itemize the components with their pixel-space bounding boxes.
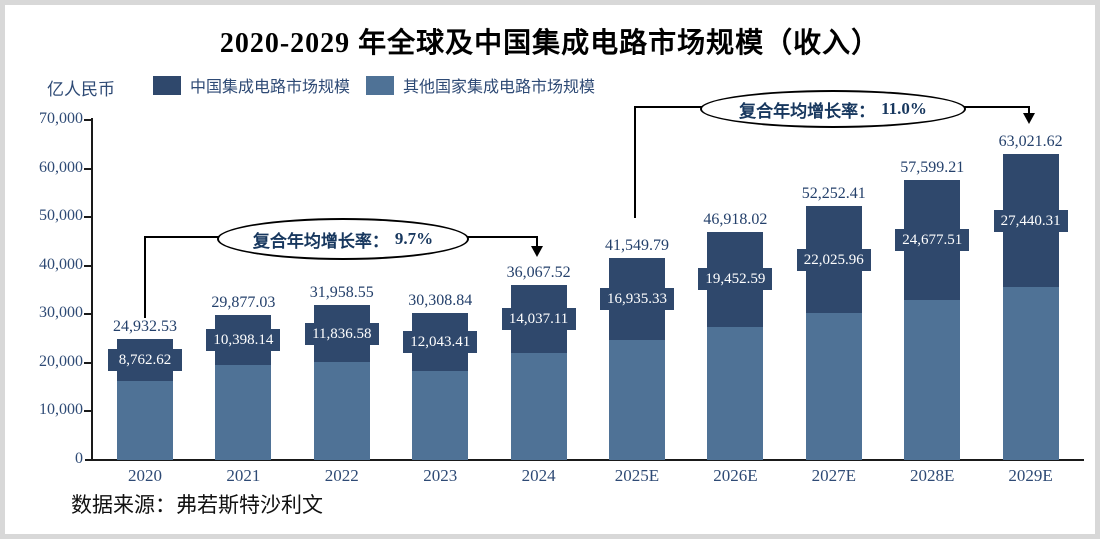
legend: 中国集成电路市场规模 其他国家集成电路市场规模 — [153, 73, 611, 97]
x-label-2028E: 2028E — [909, 466, 955, 485]
total-value-2024: 36,067.52 — [506, 263, 571, 281]
annotation1-arrow-icon — [531, 246, 543, 257]
bar-segment-other-2024 — [510, 352, 567, 460]
bar-segment-other-2021 — [215, 365, 272, 460]
annotation2-connector-right-vertical — [1028, 106, 1030, 114]
annotation1-connector-right-vertical — [536, 236, 538, 247]
annotation2-arrow-icon — [1023, 113, 1035, 124]
annotation1-connector-right-horizontal — [465, 236, 538, 238]
y-tick-label-0: 0 — [75, 450, 83, 467]
y-tick-mark-20000 — [84, 361, 91, 364]
total-value-2025E: 41,549.79 — [605, 237, 669, 255]
x-label-2024: 2024 — [521, 466, 556, 485]
total-value-2022: 31,958.55 — [309, 283, 374, 301]
y-axis-line — [91, 118, 93, 461]
china-value-2026E: 19,452.59 — [698, 268, 773, 291]
y-tick-mark-50000 — [84, 216, 91, 219]
x-label-2027E: 2027E — [811, 466, 856, 485]
x-label-2021: 2021 — [226, 466, 261, 485]
total-value-2027E: 52,252.41 — [801, 185, 866, 203]
annotation2-text: 复合年均增长率： — [739, 101, 876, 121]
legend-item-other: 其他国家集成电路市场规模 — [366, 73, 595, 97]
y-tick-label-60000: 60,000 — [39, 158, 83, 176]
y-tick-label-40000: 40,000 — [39, 255, 83, 273]
y-tick-mark-10000 — [84, 410, 91, 413]
x-label-2023: 2023 — [423, 466, 458, 485]
total-value-2028E: 57,599.21 — [900, 159, 965, 177]
bar-segment-other-2022 — [313, 362, 370, 460]
china-value-2029E: 27,440.31 — [993, 209, 1068, 232]
total-value-2021: 29,877.03 — [211, 293, 276, 311]
bar-segment-other-2026E — [707, 326, 764, 460]
annotation1-connector-left-horizontal — [144, 236, 219, 238]
y-tick-mark-70000 — [84, 119, 91, 121]
china-value-2022: 11,836.58 — [304, 322, 379, 345]
total-value-2020: 24,932.53 — [113, 317, 177, 335]
annotation1-text: 复合年均增长率： — [252, 231, 389, 251]
china-value-2020: 8,762.62 — [108, 349, 182, 372]
annotation1-connector-left-vertical — [144, 236, 146, 318]
legend-swatch-china — [153, 75, 181, 95]
y-tick-label-10000: 10,000 — [39, 401, 83, 419]
china-value-2027E: 22,025.96 — [796, 248, 871, 271]
y-tick-label-70000: 70,000 — [39, 110, 83, 127]
annotation2-connector-right-horizontal — [960, 106, 1030, 108]
y-tick-label-50000: 50,000 — [39, 207, 83, 225]
total-value-2026E: 46,918.02 — [703, 211, 768, 229]
x-label-2022: 2022 — [324, 466, 359, 485]
x-label-2026E: 2026E — [713, 466, 758, 485]
chart-title: 2020-2029 年全球及中国集成电路市场规模（收入） — [219, 28, 881, 59]
y-axis-unit-label: 亿人民币 — [47, 80, 115, 99]
annotation2-connector-left-vertical — [634, 106, 636, 218]
bar-segment-other-2027E — [805, 313, 862, 460]
annotation2-connector-left-horizontal — [634, 106, 702, 108]
bar-segment-other-2029E — [1002, 287, 1059, 460]
china-value-2028E: 24,677.51 — [895, 229, 970, 252]
x-label-2025E: 2025E — [614, 466, 660, 485]
bar-segment-other-2025E — [609, 340, 665, 460]
data-source: 数据来源：弗若斯特沙利文 — [71, 493, 323, 517]
total-value-2023: 30,308.84 — [408, 291, 473, 309]
china-value-2024: 14,037.11 — [501, 307, 576, 330]
x-axis-line — [85, 459, 1084, 461]
china-value-2025E: 16,935.33 — [600, 288, 674, 311]
china-value-2023: 12,043.41 — [403, 331, 478, 354]
bar-segment-other-2023 — [412, 371, 469, 460]
annotation2-value: 11.0% — [881, 99, 927, 118]
legend-label-other: 其他国家集成电路市场规模 — [403, 79, 596, 96]
x-label-2020: 2020 — [128, 466, 162, 485]
annotation1-ellipse: 复合年均增长率： 9.7% — [217, 218, 469, 260]
y-tick-mark-40000 — [84, 264, 91, 267]
china-value-2021: 10,398.14 — [206, 329, 281, 352]
legend-swatch-other — [366, 75, 395, 95]
y-tick-label-20000: 20,000 — [39, 352, 83, 370]
legend-item-china: 中国集成电路市场规模 — [153, 73, 350, 97]
y-tick-mark-60000 — [84, 167, 91, 170]
x-label-2029E: 2029E — [1008, 466, 1053, 485]
total-value-2029E: 63,021.62 — [998, 132, 1063, 150]
legend-label-china: 中国集成电路市场规模 — [190, 79, 351, 96]
bar-segment-other-2020 — [117, 381, 173, 460]
bar-segment-other-2028E — [904, 300, 961, 460]
y-tick-mark-30000 — [84, 313, 91, 316]
annotation1-value: 9.7% — [394, 229, 434, 248]
annotation2-ellipse: 复合年均增长率： 11.0% — [700, 90, 966, 128]
y-tick-label-30000: 30,000 — [39, 304, 83, 322]
